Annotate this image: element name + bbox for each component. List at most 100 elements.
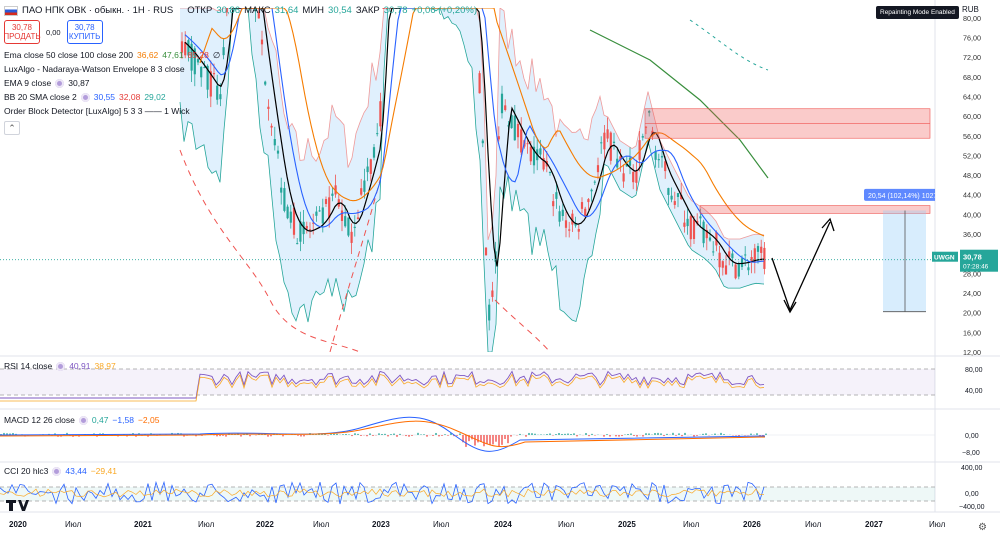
macd-histogram-bar xyxy=(663,435,665,436)
macd-axis-tick: −8,00 xyxy=(962,450,980,457)
cci-legend[interactable]: CCI 20 hlc3 43,44 −29,41 xyxy=(4,466,117,476)
cci-value: 43,44 xyxy=(65,466,86,476)
candle-body xyxy=(488,305,490,321)
candle-body xyxy=(661,156,663,157)
candle-body xyxy=(319,210,321,211)
price-axis-tick: 80,00 xyxy=(963,14,981,23)
time-axis-label: Июл xyxy=(198,520,215,529)
ema100-value: 47,61 xyxy=(162,48,183,62)
candle-body xyxy=(287,207,289,219)
candle-body xyxy=(367,167,369,173)
macd-histogram-bar xyxy=(435,433,437,435)
gear-icon[interactable]: ⚙ xyxy=(978,522,987,533)
candle-body xyxy=(520,129,522,152)
chevron-up-icon[interactable]: ⌃ xyxy=(4,121,20,135)
candle-body xyxy=(677,193,679,197)
macd-histogram-bar xyxy=(615,435,617,436)
price-axis-tick: 36,00 xyxy=(963,230,981,239)
candle-body xyxy=(635,171,637,183)
price-axis-tick: 64,00 xyxy=(963,92,981,101)
time-axis-label: Июл xyxy=(558,520,575,529)
time-axis-label: Июл xyxy=(65,520,82,529)
currency-label[interactable]: RUB xyxy=(962,5,979,14)
ru-flag-icon xyxy=(4,6,18,16)
indicator-nw-envelope[interactable]: LuxAlgo - Nadaraya-Watson Envelope 8 3 c… xyxy=(4,62,477,76)
price-axis-tick: 16,00 xyxy=(963,328,981,337)
macd-histogram-bar xyxy=(348,434,350,435)
candle-body xyxy=(562,210,564,216)
measure-label: 20,54 (102,14%) 1027 xyxy=(868,193,937,200)
macd-histogram-bar xyxy=(351,435,353,436)
candle-body xyxy=(683,223,685,227)
candle-body xyxy=(581,202,583,209)
candle-body xyxy=(293,208,295,235)
measure-box xyxy=(883,210,926,311)
macd-histogram-bar xyxy=(390,434,392,435)
candle-body xyxy=(712,251,714,252)
macd-histogram-bar xyxy=(498,435,500,446)
candle-body xyxy=(491,291,493,297)
indicator-ema-triple[interactable]: Ema close 50 close 100 close 200 36,62 4… xyxy=(4,48,477,62)
indicator-settings-icon[interactable] xyxy=(55,79,64,88)
macd-histogram-bar xyxy=(657,433,659,435)
candle-body xyxy=(552,201,554,206)
macd-histogram-bar xyxy=(426,435,428,437)
price-axis-tick: 20,00 xyxy=(963,309,981,318)
macd-histogram-bar xyxy=(720,433,722,435)
time-axis-label: 2022 xyxy=(256,520,274,529)
macd-name: MACD 12 26 close xyxy=(4,415,75,425)
indicator-ema9[interactable]: EMA 9 close 30,87 xyxy=(4,76,477,90)
rsi-value: 40,91 xyxy=(69,361,90,371)
ema9-value: 30,87 xyxy=(68,76,89,90)
macd-histogram-bar xyxy=(735,435,737,436)
indicator-order-block[interactable]: Order Block Detector [LuxAlgo] 5 3 3 —— … xyxy=(4,104,477,118)
candle-body xyxy=(578,229,580,232)
macd-histogram-bar xyxy=(447,435,449,436)
macd-histogram-bar xyxy=(354,433,356,435)
price-axis-tick: 48,00 xyxy=(963,171,981,180)
macd-legend[interactable]: MACD 12 26 close 0,47 −1,58 −2,05 xyxy=(4,415,159,425)
macd-histogram-bar xyxy=(438,435,440,436)
indicator-settings-icon[interactable] xyxy=(81,93,90,102)
macd-histogram-bar xyxy=(573,433,575,435)
price-axis-tick: 76,00 xyxy=(963,33,981,42)
candle-body xyxy=(274,139,276,145)
macd-histogram-bar xyxy=(384,434,386,435)
candle-body xyxy=(549,172,551,173)
candle-body xyxy=(501,94,503,113)
price-label: 30,78 xyxy=(963,253,982,262)
macd-histogram-bar xyxy=(366,435,368,436)
indicator-settings-icon[interactable] xyxy=(56,362,65,371)
macd-histogram-bar xyxy=(300,435,302,436)
candle-body xyxy=(568,229,570,230)
candle-body xyxy=(597,165,599,172)
time-axis-label: Июл xyxy=(433,520,450,529)
spread-value: 0,00 xyxy=(46,28,61,37)
indicator-bb[interactable]: BB 20 SMA close 2 30,55 32,08 29,02 xyxy=(4,90,477,104)
time-axis-label: Июл xyxy=(313,520,330,529)
macd-histogram-bar xyxy=(411,435,413,436)
candle-body xyxy=(674,201,676,205)
indicator-settings-icon[interactable] xyxy=(52,467,61,476)
candle-body xyxy=(607,129,609,138)
macd-histogram-bar xyxy=(561,434,563,435)
candle-body xyxy=(363,181,365,192)
macd-histogram-bar xyxy=(684,433,686,435)
macd-histogram-bar xyxy=(549,433,551,435)
price-axis-tick: 72,00 xyxy=(963,53,981,62)
macd-histogram-bar xyxy=(576,435,578,436)
sell-button[interactable]: 30,78 ПРОДАТЬ xyxy=(4,20,40,44)
rsi-legend[interactable]: RSI 14 close 40,91 38,97 xyxy=(4,361,116,371)
buy-button[interactable]: 30,78 КУПИТЬ xyxy=(67,20,103,44)
candle-body xyxy=(725,265,727,274)
symbol-title[interactable]: ПАО НПК ОВК · обыкн. · 1H · RUS xyxy=(22,4,173,18)
rsi-axis-tick: 80,00 xyxy=(965,367,983,374)
time-axis-label: 2027 xyxy=(865,520,883,529)
indicator-settings-icon[interactable] xyxy=(79,416,88,425)
candle-body xyxy=(667,188,669,195)
candle-body xyxy=(594,182,596,183)
ohlc-open: 30,86 xyxy=(216,4,240,18)
macd-histogram-bar xyxy=(423,434,425,435)
candle-body xyxy=(690,216,692,239)
